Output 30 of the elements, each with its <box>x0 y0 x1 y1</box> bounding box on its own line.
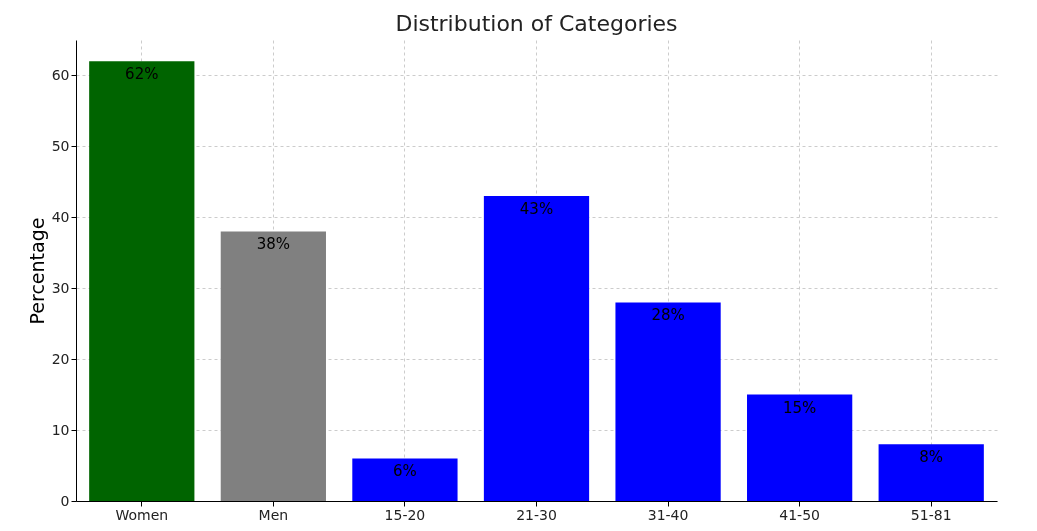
data-label: 43% <box>519 200 554 219</box>
y-tick-label: 60 <box>51 66 70 83</box>
bar <box>747 394 853 501</box>
x-tick-label: Men <box>258 506 289 523</box>
y-tick-label: 50 <box>51 137 70 154</box>
x-tick-label: Women <box>115 506 169 523</box>
y-tick-label: 40 <box>51 208 70 225</box>
x-tick-label: 41-50 <box>779 506 820 523</box>
data-label: 15% <box>782 398 817 417</box>
x-tick-label: 51-81 <box>910 506 952 523</box>
bar <box>483 196 590 501</box>
y-tick-label: 0 <box>60 492 70 509</box>
data-label: 28% <box>651 306 685 325</box>
y-tick-label: 10 <box>51 421 70 438</box>
chart-title: Distribution of Categories <box>395 11 678 36</box>
y-tick-label: 30 <box>51 279 70 296</box>
x-tick-label: 15-20 <box>384 506 426 523</box>
bar <box>352 458 458 501</box>
bar <box>615 302 721 501</box>
data-label: 8% <box>919 448 944 467</box>
bar <box>220 231 326 501</box>
data-label: 6% <box>393 462 417 481</box>
x-tick-label: 31-40 <box>647 506 689 523</box>
bar <box>89 61 195 501</box>
y-tick-label: 20 <box>51 350 70 367</box>
y-axis-title: Percentage <box>25 217 48 325</box>
data-label: 38% <box>256 235 291 254</box>
data-label: 62% <box>125 65 159 84</box>
x-tick-label: 21-30 <box>516 506 557 523</box>
bar <box>878 444 984 501</box>
